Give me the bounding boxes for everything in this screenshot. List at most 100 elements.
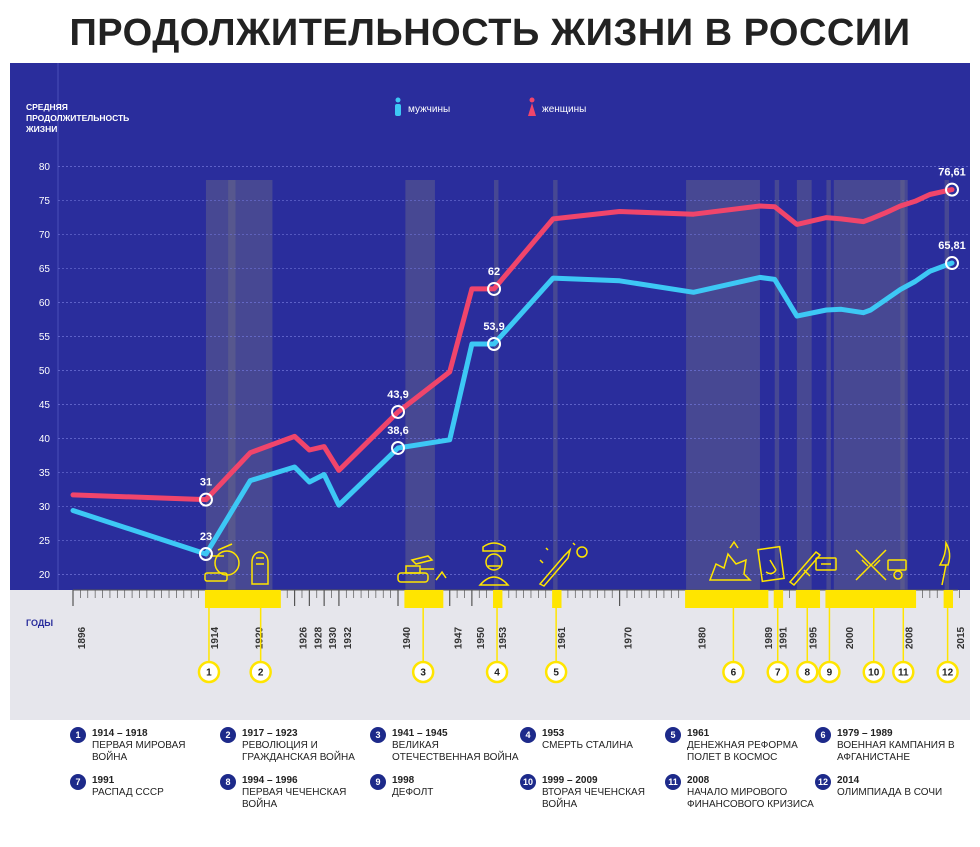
tank-icon-1941: [397, 555, 447, 583]
event-years: 1999 – 2009: [542, 775, 598, 786]
data-label: 43,9: [387, 389, 408, 401]
event-number-badge: 4: [520, 727, 536, 743]
crisis-money-icon: [887, 559, 907, 580]
period-bar: [552, 590, 562, 608]
period-bar: [943, 590, 953, 608]
period-marker-label: 4: [494, 668, 500, 679]
period-band: [494, 180, 499, 590]
x-tick-label: 1950: [476, 626, 487, 649]
events-legend: 1 1914 – 1918 ПЕРВАЯ МИРОВАЯ ВОЙНА 2 1917 – …: [70, 727, 960, 837]
event-description: РАСПАД СССР: [92, 787, 164, 798]
data-label: 76,61: [938, 167, 966, 179]
page-title: ПРОДОЛЖИТЕЛЬНОСТЬ ЖИЗНИ В РОССИИ: [69, 12, 911, 54]
y-tick-label: 60: [39, 298, 51, 309]
event-number-badge: 7: [70, 774, 86, 790]
y-tick-label: 20: [39, 570, 51, 581]
period-band: [686, 180, 760, 590]
y-tick-label: 25: [39, 536, 51, 547]
period-bar: [685, 590, 769, 608]
period-bar: [795, 590, 821, 608]
period-bar: [899, 590, 909, 608]
data-point-marker: [198, 547, 213, 562]
y-tick-label: 65: [39, 264, 51, 275]
man-icon: [395, 97, 401, 116]
period-marker-label: 8: [804, 668, 810, 679]
period-marker-label: 3: [420, 668, 426, 679]
event-description: ВЕЛИКАЯ ОТЕЧЕСТВЕННАЯ ВОЙНА: [392, 740, 519, 763]
y-axis-label-line: СРЕДНЯЯ: [26, 102, 68, 112]
data-label: 38,6: [387, 425, 408, 437]
period-bar: [493, 590, 503, 608]
revolution-fist-icon: [251, 551, 269, 585]
period-band: [205, 180, 236, 590]
event-description: ПЕРВАЯ МИРОВАЯ ВОЙНА: [92, 740, 186, 763]
event-description: СМЕРТЬ СТАЛИНА: [542, 740, 633, 751]
y-axis-label-line: ПРОДОЛЖИТЕЛЬНОСТЬ: [26, 113, 129, 123]
event-years: 1994 – 1996: [242, 775, 298, 786]
y-tick-label: 35: [39, 468, 51, 479]
period-marker-circle: [936, 660, 959, 684]
data-point-marker: [487, 281, 502, 296]
woman-icon: [528, 97, 536, 116]
legend-men-label: мужчины: [408, 104, 450, 115]
event-number-badge: 2: [220, 727, 236, 743]
period-band: [228, 180, 273, 590]
period-marker-label: 7: [775, 668, 781, 679]
x-tick-label: 1928: [313, 626, 324, 649]
event-description: НАЧАЛО МИРОВОГО ФИНАНСОВОГО КРИЗИСА: [687, 787, 814, 810]
period-marker-label: 2: [258, 668, 264, 679]
x-tick-label: 1961: [557, 626, 568, 649]
event-years: 2008: [687, 775, 710, 786]
data-label: 62: [488, 266, 500, 278]
event-number-badge: 3: [370, 727, 386, 743]
period-marker-circle: [892, 660, 915, 684]
period-marker-circle: [197, 660, 221, 684]
period-marker-circle: [766, 660, 789, 684]
period-bar: [773, 590, 784, 608]
data-point-marker: [945, 182, 959, 197]
period-band: [944, 180, 950, 590]
series-line-men: [70, 260, 955, 557]
x-tick-label: 1920: [254, 626, 265, 649]
event-description: РЕВОЛЮЦИЯ И ГРАЖДАНСКАЯ ВОЙНА: [242, 740, 355, 763]
rifle-icon-chechen: [788, 550, 822, 587]
data-point-marker: [945, 256, 959, 271]
data-label: 23: [200, 531, 212, 543]
event-years: 1998: [392, 775, 415, 786]
data-point-marker: [391, 440, 406, 455]
y-tick-label: 40: [39, 434, 51, 445]
data-label: 65,81: [938, 240, 966, 252]
x-tick-label: 1926: [299, 626, 310, 649]
period-marker-label: 9: [827, 668, 833, 679]
event-number-badge: 1: [70, 727, 86, 743]
y-tick-label: 55: [39, 332, 51, 343]
x-tick-label: 1953: [498, 626, 509, 649]
period-marker-label: 1: [206, 668, 212, 679]
period-bar: [404, 590, 444, 608]
event-description: ВТОРАЯ ЧЕЧЕНСКАЯ ВОЙНА: [542, 787, 645, 810]
period-marker-label: 5: [553, 668, 559, 679]
x-tick-label: 1932: [343, 626, 354, 649]
ussr-collapse-icon: [757, 545, 785, 583]
event-description: ДЕФОЛТ: [392, 787, 434, 798]
data-label: 31: [200, 477, 212, 489]
period-band: [553, 180, 558, 590]
period-marker-circle: [249, 660, 272, 684]
period-bar: [832, 590, 917, 608]
legend-men: мужчины: [395, 97, 450, 116]
y-axis-label-line: ЖИЗНИ: [25, 124, 57, 134]
period-marker-circle: [796, 660, 819, 684]
y-tick-label: 45: [39, 400, 51, 411]
period-marker-label: 10: [868, 668, 880, 679]
period-band: [826, 180, 831, 590]
period-marker-label: 6: [731, 668, 737, 679]
default-money-icon: [815, 557, 837, 571]
x-tick-label: 2008: [904, 626, 915, 649]
y-tick-label: 75: [39, 196, 51, 207]
x-tick-label: 1980: [697, 626, 708, 649]
y-tick-label: 70: [39, 230, 51, 241]
event-years: 1991: [92, 775, 115, 786]
rocket-icon: [538, 542, 588, 587]
event-number-badge: 8: [220, 774, 236, 790]
